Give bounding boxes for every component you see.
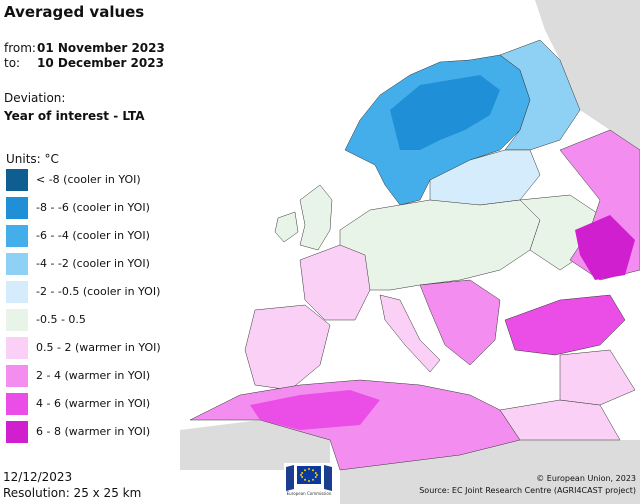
- central-europe-region: [339, 199, 541, 291]
- source-text: Source: EC Joint Research Centre (AGRI4C…: [419, 486, 636, 495]
- outside-area-south: [340, 440, 640, 504]
- scandinavia-core: [390, 75, 500, 150]
- logo-text: European Commission: [287, 491, 332, 496]
- outside-area-north: [535, 0, 640, 150]
- iberia-region: [244, 304, 331, 391]
- publication-date: 12/12/2023: [3, 470, 73, 484]
- balkans-region: [419, 279, 501, 366]
- legend-label: 0.5 - 2 (warmer in YOI): [36, 341, 161, 354]
- to-label: to:: [4, 56, 21, 70]
- european-commission-logo: European Commission: [284, 463, 334, 501]
- egypt-region: [499, 399, 621, 441]
- legend-swatch: [6, 253, 28, 275]
- legend-swatch: [6, 281, 28, 303]
- legend-label: -0.5 - 0.5: [36, 313, 86, 326]
- copyright-text: © European Union, 2023: [536, 474, 636, 483]
- deviation-value: Year of interest - LTA: [4, 109, 145, 123]
- legend-swatch: [6, 421, 28, 443]
- north-africa-hot: [250, 390, 380, 430]
- legend-label: 6 - 8 (warmer in YOI): [36, 425, 151, 438]
- france-region: [299, 244, 371, 321]
- uk-region: [299, 184, 333, 251]
- legend-swatch: [6, 197, 28, 219]
- map-title: Averaged values: [4, 3, 145, 21]
- deviation-label: Deviation:: [4, 91, 66, 105]
- ireland-region: [274, 211, 299, 243]
- legend-label: -8 - -6 (cooler in YOI): [36, 201, 150, 214]
- legend-label: -4 - -2 (cooler in YOI): [36, 257, 150, 270]
- legend-label: 2 - 4 (warmer in YOI): [36, 369, 151, 382]
- caucasus-hot-spot: [575, 215, 635, 280]
- to-date: 10 December 2023: [37, 56, 164, 70]
- resolution-label: Resolution: 25 x 25 km: [3, 486, 142, 500]
- turkey-region: [504, 294, 626, 356]
- legend-label: < -8 (cooler in YOI): [36, 173, 141, 186]
- from-date: 01 November 2023: [37, 41, 165, 55]
- legend-label: -2 - -0.5 (cooler in YOI): [36, 285, 161, 298]
- middle-east-region: [559, 349, 636, 406]
- legend-swatch: [6, 169, 28, 191]
- legend-swatch: [6, 393, 28, 415]
- italy-region: [379, 294, 441, 373]
- from-label: from:: [4, 41, 36, 55]
- legend-swatch: [6, 309, 28, 331]
- legend-label: -6 - -4 (cooler in YOI): [36, 229, 150, 242]
- units-label: Units: °C: [6, 152, 59, 166]
- legend-swatch: [6, 365, 28, 387]
- legend-label: 4 - 6 (warmer in YOI): [36, 397, 151, 410]
- outside-area-west: [180, 420, 330, 470]
- legend-swatch: [6, 337, 28, 359]
- legend-swatch: [6, 225, 28, 247]
